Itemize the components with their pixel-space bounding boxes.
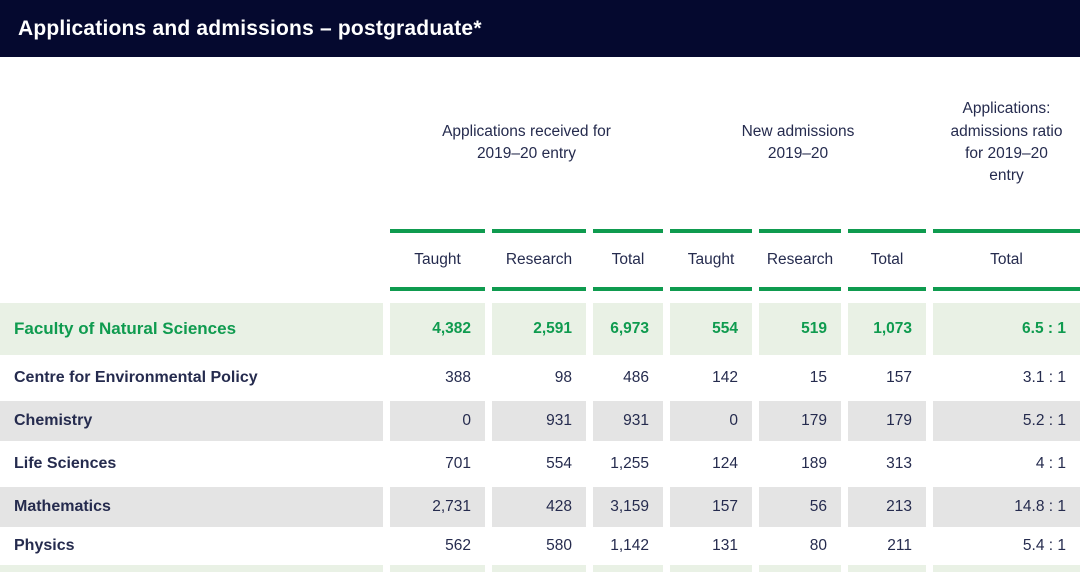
cell-admissions-taught: 124 xyxy=(712,455,738,472)
cell-admissions-research: 80 xyxy=(809,537,827,554)
cell-applications-research: 98 xyxy=(554,369,572,386)
cell-admissions-taught: 0 xyxy=(670,401,752,441)
cell-applications-taught: 562 xyxy=(445,537,471,554)
cell-applications-taught: 701 xyxy=(445,455,471,472)
table-row-centre-for-environmental-policy: Centre for Environmental Policy 388 98 4… xyxy=(0,358,1080,398)
column-subheader-row: Taught Research Total Taught Research To… xyxy=(0,229,1080,291)
cell-admissions-total: 313 xyxy=(886,455,912,472)
cell-ratio-total: 6.5 : 1 xyxy=(933,303,1080,355)
subheader-admissions-research: Research xyxy=(759,229,841,291)
cell-applications-taught: 4,382 xyxy=(390,303,485,355)
table-row-life-sciences: Life Sciences 701 554 1,255 124 189 313 … xyxy=(0,444,1080,484)
cell-applications-research: 580 xyxy=(546,537,572,554)
cell-ratio-total: 5.4 : 1 xyxy=(1022,537,1066,554)
cell-admissions-taught: 142 xyxy=(712,369,738,386)
cell-ratio-total: 3.1 : 1 xyxy=(1022,369,1066,386)
cell-admissions-research: 15 xyxy=(809,369,827,386)
subheader-admissions-taught: Taught xyxy=(670,229,752,291)
cell-applications-taught: 2,731 xyxy=(390,487,485,527)
group-header-applications-admissions-ratio: Applications: admissions ratio for 2019–… xyxy=(950,100,1063,185)
cell-ratio-total: 4 : 1 xyxy=(1035,455,1066,472)
subheader-ratio-total: Total xyxy=(933,229,1080,291)
page-title: Applications and admissions – postgradua… xyxy=(18,16,482,40)
cell-applications-taught: 0 xyxy=(390,401,485,441)
subheader-applications-research: Research xyxy=(492,229,586,291)
subheader-admissions-total: Total xyxy=(848,229,926,291)
cell-ratio-total: 5.2 : 1 xyxy=(933,401,1080,441)
group-header-new-admissions: New admissions 2019–20 xyxy=(741,122,855,162)
table-row-faculty-of-natural-sciences: Faculty of Natural Sciences 4,382 2,591 … xyxy=(0,303,1080,355)
column-group-header-row: Applications received for 2019–20 entry … xyxy=(0,57,1080,229)
row-label: Centre for Environmental Policy xyxy=(14,369,258,386)
row-label: Faculty of Natural Sciences xyxy=(0,303,383,355)
spacer xyxy=(0,291,1080,303)
cell-applications-total: 6,973 xyxy=(593,303,663,355)
cell-admissions-research: 56 xyxy=(759,487,841,527)
row-label: Chemistry xyxy=(0,401,383,441)
cell-admissions-research: 519 xyxy=(759,303,841,355)
table-row-chemistry: Chemistry 0 931 931 0 179 179 5.2 : 1 xyxy=(0,401,1080,441)
row-label: Physics xyxy=(14,537,75,554)
cell-admissions-total: 1,073 xyxy=(848,303,926,355)
cell-admissions-total: 211 xyxy=(887,537,912,554)
cell-ratio-total: 14.8 : 1 xyxy=(933,487,1080,527)
cell-admissions-total: 179 xyxy=(848,401,926,441)
cell-applications-research: 554 xyxy=(546,455,572,472)
subheader-applications-total: Total xyxy=(593,229,663,291)
cell-applications-total: 1,142 xyxy=(610,537,649,554)
cell-applications-total: 486 xyxy=(623,369,649,386)
cell-admissions-taught: 131 xyxy=(712,537,738,554)
cell-admissions-research: 189 xyxy=(801,455,827,472)
cell-admissions-total: 213 xyxy=(848,487,926,527)
cell-applications-research: 2,591 xyxy=(492,303,586,355)
group-header-applications-received: Applications received for 2019–20 entry xyxy=(442,122,611,162)
cell-admissions-taught: 157 xyxy=(670,487,752,527)
row-label: Life Sciences xyxy=(14,455,117,472)
cell-applications-research: 428 xyxy=(492,487,586,527)
subheader-applications-taught: Taught xyxy=(390,229,485,291)
row-label: Mathematics xyxy=(0,487,383,527)
cell-admissions-total: 157 xyxy=(886,369,912,386)
cell-applications-research: 931 xyxy=(492,401,586,441)
subheader-empty xyxy=(0,229,383,291)
next-row-cutoff-strip xyxy=(0,565,1080,572)
cell-applications-taught: 388 xyxy=(445,369,471,386)
cell-applications-total: 931 xyxy=(593,401,663,441)
table-row-mathematics: Mathematics 2,731 428 3,159 157 56 213 1… xyxy=(0,487,1080,527)
table-row-physics: Physics 562 580 1,142 131 80 211 5.4 : 1 xyxy=(0,530,1080,562)
cell-admissions-taught: 554 xyxy=(670,303,752,355)
cell-applications-total: 3,159 xyxy=(593,487,663,527)
cell-admissions-research: 179 xyxy=(759,401,841,441)
section-title-bar: Applications and admissions – postgradua… xyxy=(0,0,1080,57)
cell-applications-total: 1,255 xyxy=(610,455,649,472)
